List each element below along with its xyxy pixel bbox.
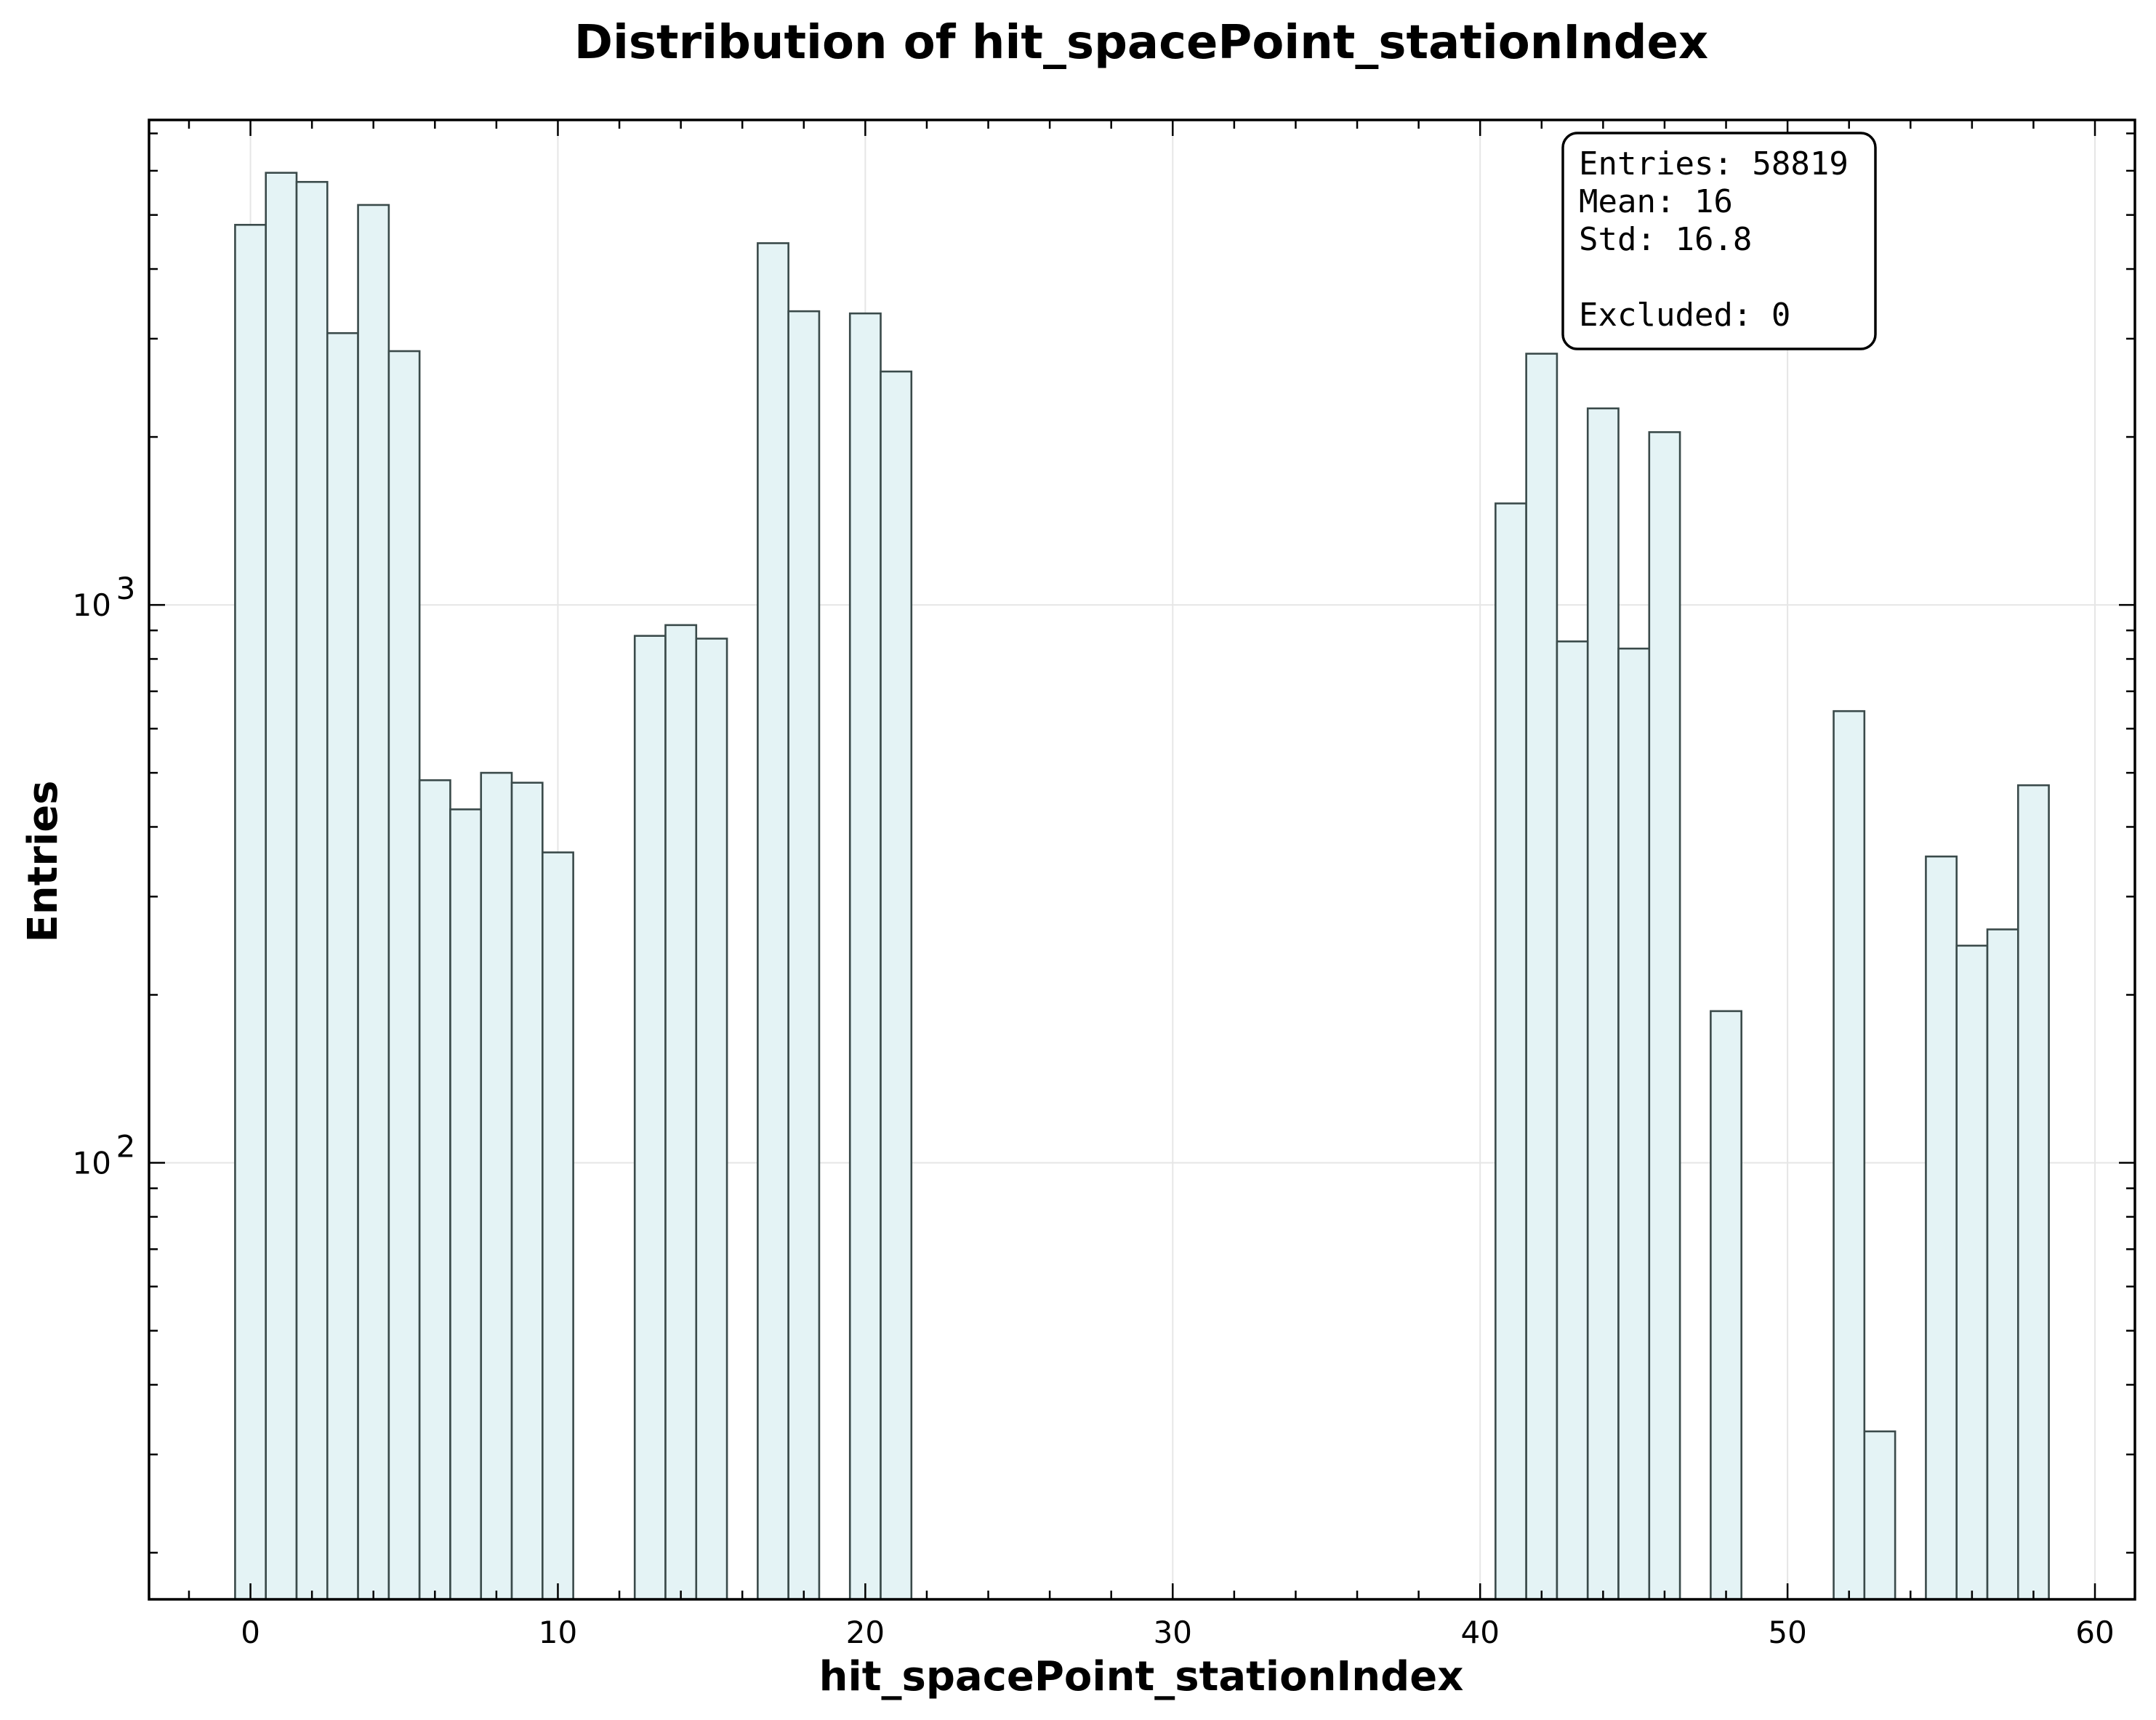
- histogram-bar: [480, 771, 513, 1601]
- histogram-bar: [542, 851, 574, 1601]
- histogram-bar: [1525, 353, 1558, 1601]
- histogram-bar: [1586, 407, 1620, 1601]
- histogram-bar: [757, 242, 789, 1601]
- histogram-bars: [234, 172, 2050, 1601]
- plot-frame: [148, 118, 2136, 1601]
- histogram-bar: [449, 808, 483, 1601]
- stats-box: Entries: 58819 Mean: 16 Std: 16.8 Exclud…: [1561, 132, 1877, 350]
- histogram-bar: [787, 310, 821, 1601]
- stats-std: Std: 16.8: [1579, 221, 1752, 258]
- x-tick-label: 20: [846, 1615, 885, 1650]
- y-tick-exponent: 2: [116, 1128, 136, 1164]
- histogram-bar: [418, 779, 451, 1601]
- histogram-bar: [1495, 502, 1527, 1601]
- histogram-bar: [695, 638, 728, 1601]
- histogram-bar: [1833, 710, 1866, 1601]
- histogram-bar: [1925, 855, 1958, 1601]
- axis-ticks: [149, 120, 2135, 1599]
- histogram-bar: [234, 223, 268, 1601]
- histogram-bar: [848, 312, 882, 1601]
- histogram-bar: [265, 172, 298, 1601]
- y-tick-label: 10: [73, 587, 111, 623]
- y-tick-exponent: 3: [116, 571, 136, 606]
- y-tick-label: 10: [73, 1145, 111, 1181]
- x-tick-label: 10: [539, 1615, 577, 1650]
- stats-entries: Entries: 58819: [1579, 145, 1849, 182]
- stats-box-frame: [1561, 132, 1877, 350]
- histogram-bar: [510, 781, 544, 1601]
- histogram-bar: [1648, 431, 1681, 1601]
- y-axis-label: Entries: [20, 780, 67, 942]
- histogram-bar: [633, 635, 667, 1601]
- histogram-bar: [1863, 1430, 1896, 1601]
- histogram-bar: [1986, 928, 2019, 1601]
- x-tick-label: 50: [1768, 1615, 1806, 1650]
- histogram-bar: [295, 180, 329, 1601]
- stats-mean: Mean: 16: [1579, 183, 1733, 220]
- x-tick-label: 0: [241, 1615, 260, 1650]
- x-tick-label: 30: [1154, 1615, 1192, 1650]
- x-tick-labels: 0 10 20 30 40 50 60: [241, 1615, 2115, 1650]
- chart-title: Distribution of hit_spacePoint_stationIn…: [574, 16, 1708, 70]
- histogram-bar: [387, 350, 421, 1601]
- histogram-bar: [1556, 640, 1589, 1601]
- stats-excluded: Excluded: 0: [1579, 297, 1790, 334]
- histogram-bar: [664, 624, 698, 1601]
- x-axis-label: hit_spacePoint_stationIndex: [819, 1653, 1464, 1700]
- histogram-bar: [1617, 647, 1651, 1601]
- histogram-bar: [357, 204, 390, 1601]
- x-tick-label: 60: [2075, 1615, 2114, 1650]
- histogram-bar: [326, 331, 359, 1601]
- histogram-bar: [880, 370, 913, 1601]
- histogram-bar: [1710, 1010, 1742, 1601]
- histogram-bar: [2016, 784, 2050, 1601]
- histogram-bar: [1955, 944, 1989, 1601]
- x-tick-label: 40: [1460, 1615, 1499, 1650]
